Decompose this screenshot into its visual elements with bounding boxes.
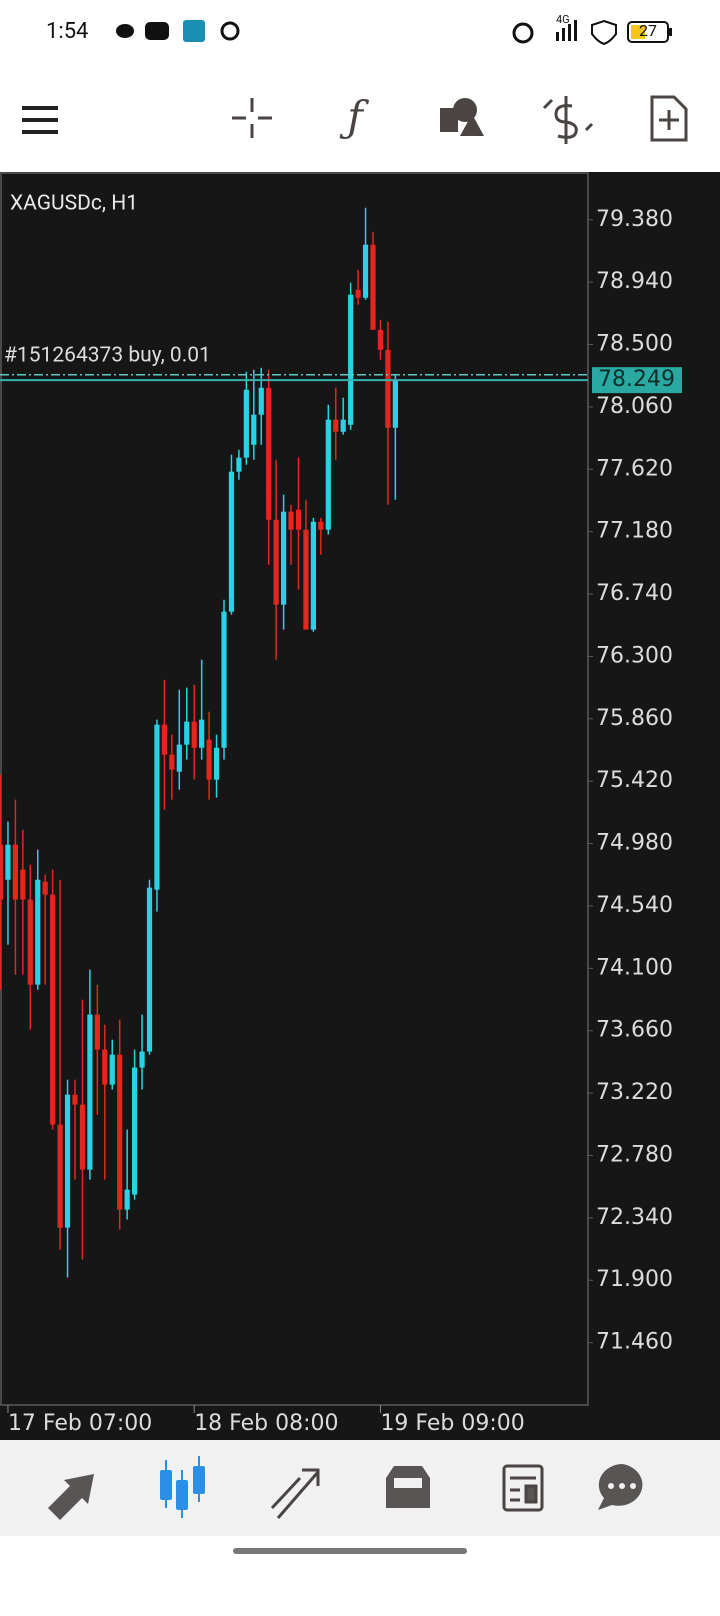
candle-body (64, 1094, 71, 1228)
candle-body (236, 457, 242, 472)
candle-body (72, 1094, 78, 1105)
candle-body (57, 1124, 63, 1228)
candle-body (5, 844, 11, 880)
y-tick-label: 79.380 (596, 207, 673, 232)
candle-body (355, 289, 361, 298)
y-tick-label: 72.780 (596, 1142, 673, 1167)
candle-body (377, 329, 384, 350)
candle-body (109, 1054, 115, 1085)
candle-body (228, 471, 235, 612)
objects-button[interactable] (440, 98, 484, 136)
candle-body (318, 521, 324, 530)
nav-news[interactable] (502, 1464, 544, 1512)
candle-body (42, 881, 48, 895)
y-tick-label: 76.300 (596, 643, 673, 668)
candle-body (169, 754, 175, 770)
y-tick-label: 74.980 (596, 831, 673, 856)
y-tick-label: 74.540 (596, 893, 673, 918)
candle-body (50, 894, 56, 1125)
candle-body (27, 899, 33, 985)
candle-body (340, 419, 346, 432)
menu-button[interactable] (22, 106, 58, 134)
candle-body (348, 294, 354, 425)
candle-body (258, 387, 264, 415)
candle-body (191, 721, 197, 748)
candle-body (12, 844, 18, 900)
candle-body (139, 1051, 145, 1068)
candle-body (392, 380, 398, 428)
y-tick-label: 78.500 (596, 332, 673, 357)
candle-body (206, 739, 212, 780)
crosshair-button[interactable] (232, 98, 272, 138)
trade-button[interactable] (542, 96, 594, 144)
candle-body (154, 724, 160, 890)
y-tick-label: 78.940 (596, 269, 673, 294)
candle-body (94, 1014, 100, 1050)
candle-body (362, 244, 369, 298)
status-time: 1:54 (46, 19, 88, 44)
candle-body (310, 521, 316, 630)
x-tick-label: 18 Feb 08:00 (194, 1411, 338, 1436)
x-tick-label: 17 Feb 07:00 (8, 1411, 152, 1436)
candle-body (303, 529, 309, 630)
y-tick-label: 75.420 (596, 768, 673, 793)
candle-body (243, 389, 249, 458)
y-tick-label: 72.340 (596, 1205, 673, 1230)
candle-body (199, 719, 205, 748)
candle-body (288, 511, 294, 530)
y-tick-label: 73.220 (596, 1080, 673, 1105)
y-tick-label: 77.180 (596, 519, 673, 544)
last-price-label: 78.249 (598, 367, 675, 392)
candle-body (0, 844, 4, 900)
chart-title: XAGUSDc, H1 (10, 192, 138, 216)
nav-quotes[interactable] (48, 1474, 94, 1520)
candle-body (161, 724, 167, 755)
status-battery: 27 (639, 21, 657, 40)
candle-body (79, 1104, 86, 1170)
candle-body (35, 879, 41, 985)
candle-body (266, 387, 272, 520)
nav-chart[interactable] (160, 1456, 205, 1518)
nav-trade[interactable] (270, 1468, 320, 1519)
y-tick-label: 73.660 (596, 1018, 673, 1043)
y-tick-label: 76.740 (596, 581, 673, 606)
candle-body (146, 887, 153, 1052)
candle-body (370, 244, 376, 330)
y-tick-label: 71.460 (596, 1330, 673, 1355)
candle-body (87, 1014, 93, 1170)
candle-body (251, 414, 257, 445)
home-indicator[interactable] (233, 1548, 467, 1554)
y-tick-label: 77.620 (596, 456, 673, 481)
candle-body (281, 511, 287, 605)
candle-body (333, 419, 339, 432)
candle-body (325, 419, 331, 530)
candle-body (213, 747, 220, 780)
nav-history[interactable] (386, 1466, 430, 1508)
candle-body (221, 611, 227, 748)
order-label: #151264373 buy, 0.01 (4, 343, 211, 367)
candle-body (176, 744, 182, 772)
candle-body (184, 721, 190, 745)
candle-body (132, 1067, 138, 1195)
y-tick-label: 75.860 (596, 706, 673, 731)
candle-body (124, 1189, 130, 1210)
last-price-box (592, 367, 682, 394)
y-tick-label: 78.060 (596, 394, 673, 419)
candle-body (20, 869, 26, 900)
candle-body (273, 519, 279, 605)
candle-body (385, 349, 391, 428)
y-tick-label: 74.100 (596, 955, 673, 980)
x-tick-label: 19 Feb 09:00 (380, 1411, 524, 1436)
status-icons (116, 19, 672, 46)
status-network: 4G (556, 13, 570, 26)
candle-body (295, 509, 302, 530)
nav-chat[interactable] (598, 1464, 643, 1510)
candle-body (102, 1049, 108, 1085)
candle-body (117, 1054, 123, 1210)
new-order-button[interactable] (650, 95, 688, 142)
plot: 79.380 78.940 78.500 78.060 77.620 77.180 76.7… (0, 207, 682, 1436)
y-tick-label: 71.900 (596, 1267, 673, 1292)
